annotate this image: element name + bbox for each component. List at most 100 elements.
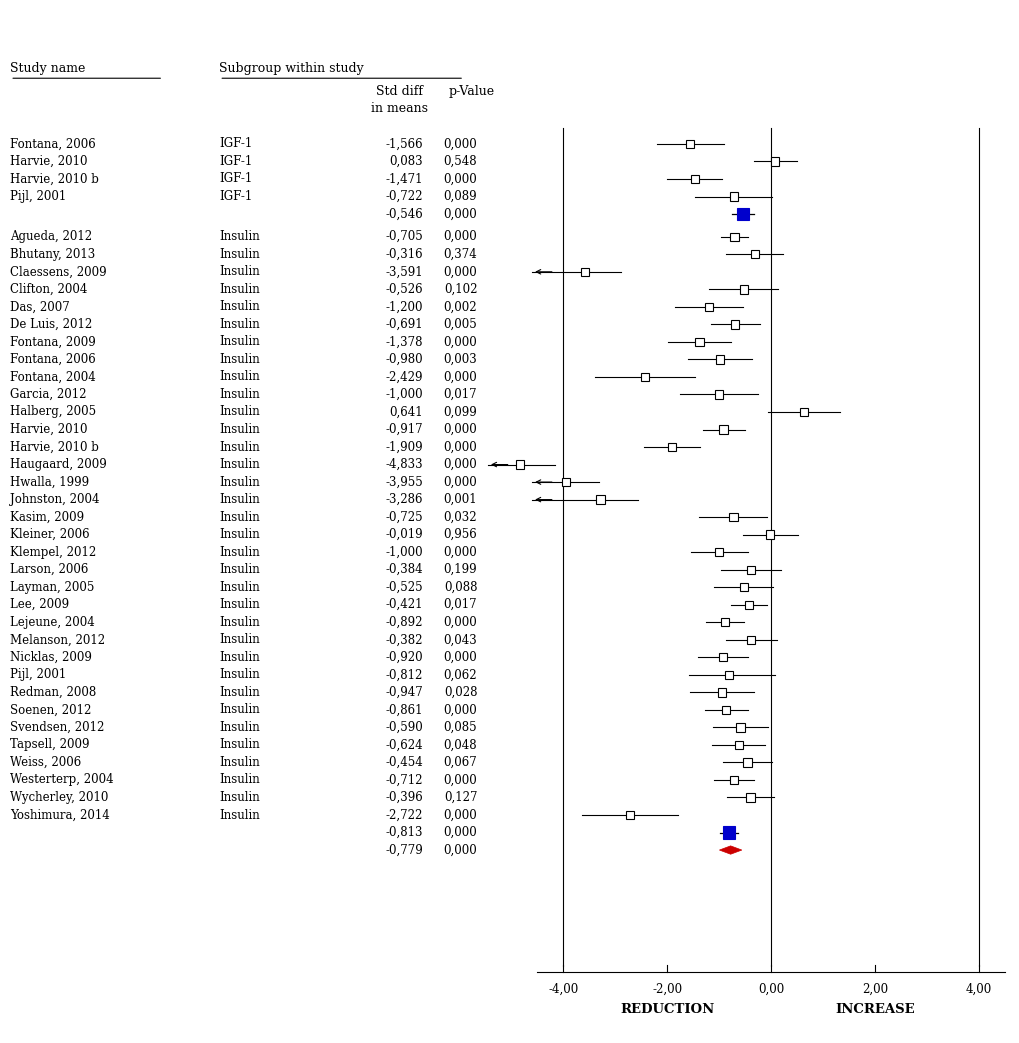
Text: Insulin: Insulin <box>219 283 260 296</box>
Text: -1,200: -1,200 <box>385 300 423 313</box>
Text: Insulin: Insulin <box>219 669 260 681</box>
Bar <box>746 794 754 802</box>
Text: Johnston, 2004: Johnston, 2004 <box>10 493 100 506</box>
Text: Hwalla, 1999: Hwalla, 1999 <box>10 476 90 488</box>
Text: IGF-1: IGF-1 <box>219 190 253 203</box>
Bar <box>725 671 733 679</box>
Bar <box>718 426 727 434</box>
Text: 0,000: 0,000 <box>443 476 477 488</box>
Text: Insulin: Insulin <box>219 423 260 436</box>
Text: Kleiner, 2006: Kleiner, 2006 <box>10 528 90 541</box>
Text: 0,000: 0,000 <box>443 440 477 454</box>
Bar <box>690 175 698 184</box>
Bar <box>685 140 693 148</box>
Text: 4,00: 4,00 <box>965 983 990 995</box>
Text: Insulin: Insulin <box>219 756 260 769</box>
Text: 0,000: 0,000 <box>443 651 477 663</box>
Text: Harvie, 2010 b: Harvie, 2010 b <box>10 440 99 454</box>
Bar <box>715 356 723 364</box>
Text: 0,032: 0,032 <box>443 511 477 524</box>
Text: -0,396: -0,396 <box>385 791 423 804</box>
Text: Lejeune, 2004: Lejeune, 2004 <box>10 615 95 629</box>
Text: -0,624: -0,624 <box>385 738 423 751</box>
Text: 0,000: 0,000 <box>443 208 477 220</box>
Bar <box>770 157 779 166</box>
Text: 0,048: 0,048 <box>443 738 477 751</box>
Bar <box>714 548 722 556</box>
Text: -1,471: -1,471 <box>385 172 423 186</box>
Text: 0,199: 0,199 <box>443 563 477 576</box>
Text: Garcia, 2012: Garcia, 2012 <box>10 388 87 401</box>
Text: 0,085: 0,085 <box>443 721 477 734</box>
Bar <box>800 408 808 416</box>
Text: 0,000: 0,000 <box>443 138 477 150</box>
Text: -1,000: -1,000 <box>385 388 423 401</box>
Text: Insulin: Insulin <box>219 265 260 278</box>
Text: Insulin: Insulin <box>219 808 260 822</box>
Text: Insulin: Insulin <box>219 791 260 804</box>
Text: -4,833: -4,833 <box>385 458 423 471</box>
Text: Insulin: Insulin <box>219 651 260 663</box>
Text: 0,956: 0,956 <box>443 528 477 541</box>
Text: in means: in means <box>371 102 428 115</box>
Text: -3,591: -3,591 <box>385 265 423 278</box>
Bar <box>736 723 744 731</box>
Text: -0,779: -0,779 <box>385 844 423 856</box>
Text: -0,382: -0,382 <box>385 633 423 647</box>
Bar <box>722 826 735 839</box>
Text: Klempel, 2012: Klempel, 2012 <box>10 545 97 559</box>
Text: -0,947: -0,947 <box>385 686 423 699</box>
Text: -0,920: -0,920 <box>385 651 423 663</box>
Text: IGF-1: IGF-1 <box>219 138 253 150</box>
Text: Svendsen, 2012: Svendsen, 2012 <box>10 721 105 734</box>
Text: 0,000: 0,000 <box>443 370 477 384</box>
Bar <box>739 285 747 293</box>
Text: -0,590: -0,590 <box>385 721 423 734</box>
Text: 0,000: 0,000 <box>443 545 477 559</box>
Text: -0,813: -0,813 <box>385 826 423 839</box>
Text: Pijl, 2001: Pijl, 2001 <box>10 190 66 203</box>
Text: Insulin: Insulin <box>219 615 260 629</box>
Text: Insulin: Insulin <box>219 231 260 243</box>
Text: Insulin: Insulin <box>219 336 260 348</box>
Text: Haugaard, 2009: Haugaard, 2009 <box>10 458 107 471</box>
Text: 0,548: 0,548 <box>443 155 477 168</box>
Text: IGF-1: IGF-1 <box>219 155 253 168</box>
Text: -2,722: -2,722 <box>385 808 423 822</box>
Bar <box>746 565 754 574</box>
Text: Fontana, 2006: Fontana, 2006 <box>10 138 96 150</box>
Bar <box>561 478 570 486</box>
Text: -3,286: -3,286 <box>385 493 423 506</box>
Text: Insulin: Insulin <box>219 458 260 471</box>
Text: Nicklas, 2009: Nicklas, 2009 <box>10 651 92 663</box>
Text: 0,000: 0,000 <box>443 774 477 786</box>
Text: 0,001: 0,001 <box>443 493 477 506</box>
Bar <box>717 688 726 697</box>
Bar <box>704 302 712 311</box>
Text: -0,725: -0,725 <box>385 511 423 524</box>
Text: Weiss, 2006: Weiss, 2006 <box>10 756 82 769</box>
Text: Insulin: Insulin <box>219 318 260 331</box>
Text: 0,000: 0,000 <box>443 808 477 822</box>
Bar <box>736 208 748 220</box>
Text: Harvie, 2010: Harvie, 2010 <box>10 155 88 168</box>
Text: 0,102: 0,102 <box>443 283 477 296</box>
Text: Insulin: Insulin <box>219 248 260 261</box>
Text: Insulin: Insulin <box>219 774 260 786</box>
Text: -0,316: -0,316 <box>385 248 423 261</box>
Text: 0,127: 0,127 <box>443 791 477 804</box>
Text: 0,000: 0,000 <box>443 231 477 243</box>
Text: -1,378: -1,378 <box>385 336 423 348</box>
Text: -0,892: -0,892 <box>385 615 423 629</box>
Text: 0,374: 0,374 <box>443 248 477 261</box>
Bar <box>730 776 738 784</box>
Text: Insulin: Insulin <box>219 440 260 454</box>
Text: 0,017: 0,017 <box>443 388 477 401</box>
Text: 0,000: 0,000 <box>443 336 477 348</box>
Text: -0,525: -0,525 <box>385 581 423 593</box>
Text: Tapsell, 2009: Tapsell, 2009 <box>10 738 90 751</box>
Text: Bhutany, 2013: Bhutany, 2013 <box>10 248 96 261</box>
Text: -0,019: -0,019 <box>385 528 423 541</box>
Text: Insulin: Insulin <box>219 581 260 593</box>
Text: Insulin: Insulin <box>219 300 260 313</box>
